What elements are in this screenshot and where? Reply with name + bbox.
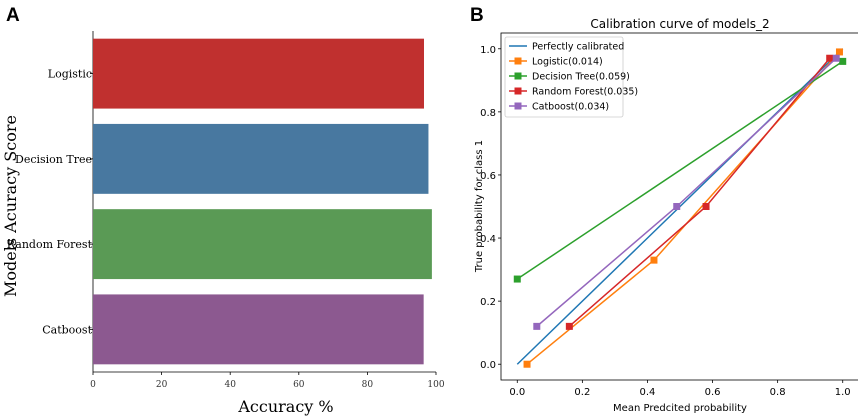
legend-label-random-forest: Random Forest(0.035) <box>532 87 638 98</box>
point-catboost <box>673 203 681 210</box>
point-decision-tree <box>513 275 521 283</box>
y-tick-label: 0.2 <box>480 297 496 308</box>
y-tick-label: Catboost <box>42 323 92 336</box>
point-random-forest <box>702 203 710 210</box>
x-tick-label: 80 <box>362 380 374 390</box>
bar-decision-tree <box>93 123 429 194</box>
panel-b-title: Calibration curve of models_2 <box>590 17 769 31</box>
bar-catboost <box>93 294 424 365</box>
x-tick-label: 100 <box>427 380 444 390</box>
x-tick-label: 0.4 <box>640 387 656 398</box>
bar-random-forest <box>93 209 432 280</box>
legend-frame <box>504 36 624 118</box>
x-tick-label: 0.6 <box>705 387 721 398</box>
point-catboost <box>533 322 541 330</box>
x-tick-label: 40 <box>224 380 236 390</box>
point-decision-tree <box>839 57 847 65</box>
panel-a-y-axis-label: Models Acuracy Score <box>1 115 20 297</box>
y-tick-label: 1.0 <box>480 45 496 56</box>
legend-swatch-marker-catboost <box>514 102 522 110</box>
panel-a: A Logistic Decision Tree Random Forest Catb… <box>1 5 445 416</box>
y-tick-label: Decision Tree <box>15 153 92 166</box>
panel-b-legend: Perfectly calibrated Logistic(0.014) Decis… <box>504 36 638 118</box>
panel-a-label: A <box>6 5 20 26</box>
y-tick-label: 0.8 <box>480 108 496 119</box>
panel-a-x-axis-label: Accuracy % <box>237 397 333 416</box>
x-tick-label: 0 <box>90 380 96 390</box>
x-tick-label: 0.2 <box>574 387 590 398</box>
y-tick-label: Random Forest <box>7 238 93 251</box>
bar-logistic <box>93 38 424 109</box>
legend-label-perfectly-calibrated: Perfectly calibrated <box>532 42 624 53</box>
point-logistic <box>523 360 531 368</box>
point-catboost <box>832 54 840 62</box>
x-tick-label: 0.0 <box>509 387 525 398</box>
legend-swatch-marker-random-forest <box>514 87 522 95</box>
legend-swatch-marker-logistic <box>514 57 522 65</box>
x-tick-label: 20 <box>156 380 168 390</box>
y-tick-label: 0.4 <box>480 234 496 245</box>
panel-b: B Calibration curve of models_2 0.0 0.2 0.… <box>470 5 858 414</box>
panel-b-x-axis-label: Mean Predcited probability <box>613 403 747 414</box>
panel-b-y-axis-label: True probability for class 1 <box>474 140 485 273</box>
point-logistic <box>650 256 658 264</box>
panel-b-plot-frame <box>500 32 858 381</box>
point-logistic <box>835 48 843 56</box>
legend-swatch-marker-decision-tree <box>514 72 522 80</box>
legend-label-catboost: Catboost(0.034) <box>532 102 609 113</box>
x-tick-label: 60 <box>293 380 305 390</box>
y-tick-label: 0.0 <box>480 360 496 371</box>
y-tick-label: Logistic <box>48 68 92 81</box>
legend-label-decision-tree: Decision Tree(0.059) <box>532 72 630 83</box>
series-line-decision-tree <box>516 60 844 280</box>
x-tick-label: 1.0 <box>835 387 851 398</box>
x-tick-label: 0.8 <box>770 387 786 398</box>
y-tick-label: 0.6 <box>480 171 496 182</box>
point-random-forest <box>826 54 834 62</box>
legend-label-logistic: Logistic(0.014) <box>532 57 603 68</box>
panel-b-label: B <box>470 5 484 26</box>
point-random-forest <box>565 322 573 330</box>
